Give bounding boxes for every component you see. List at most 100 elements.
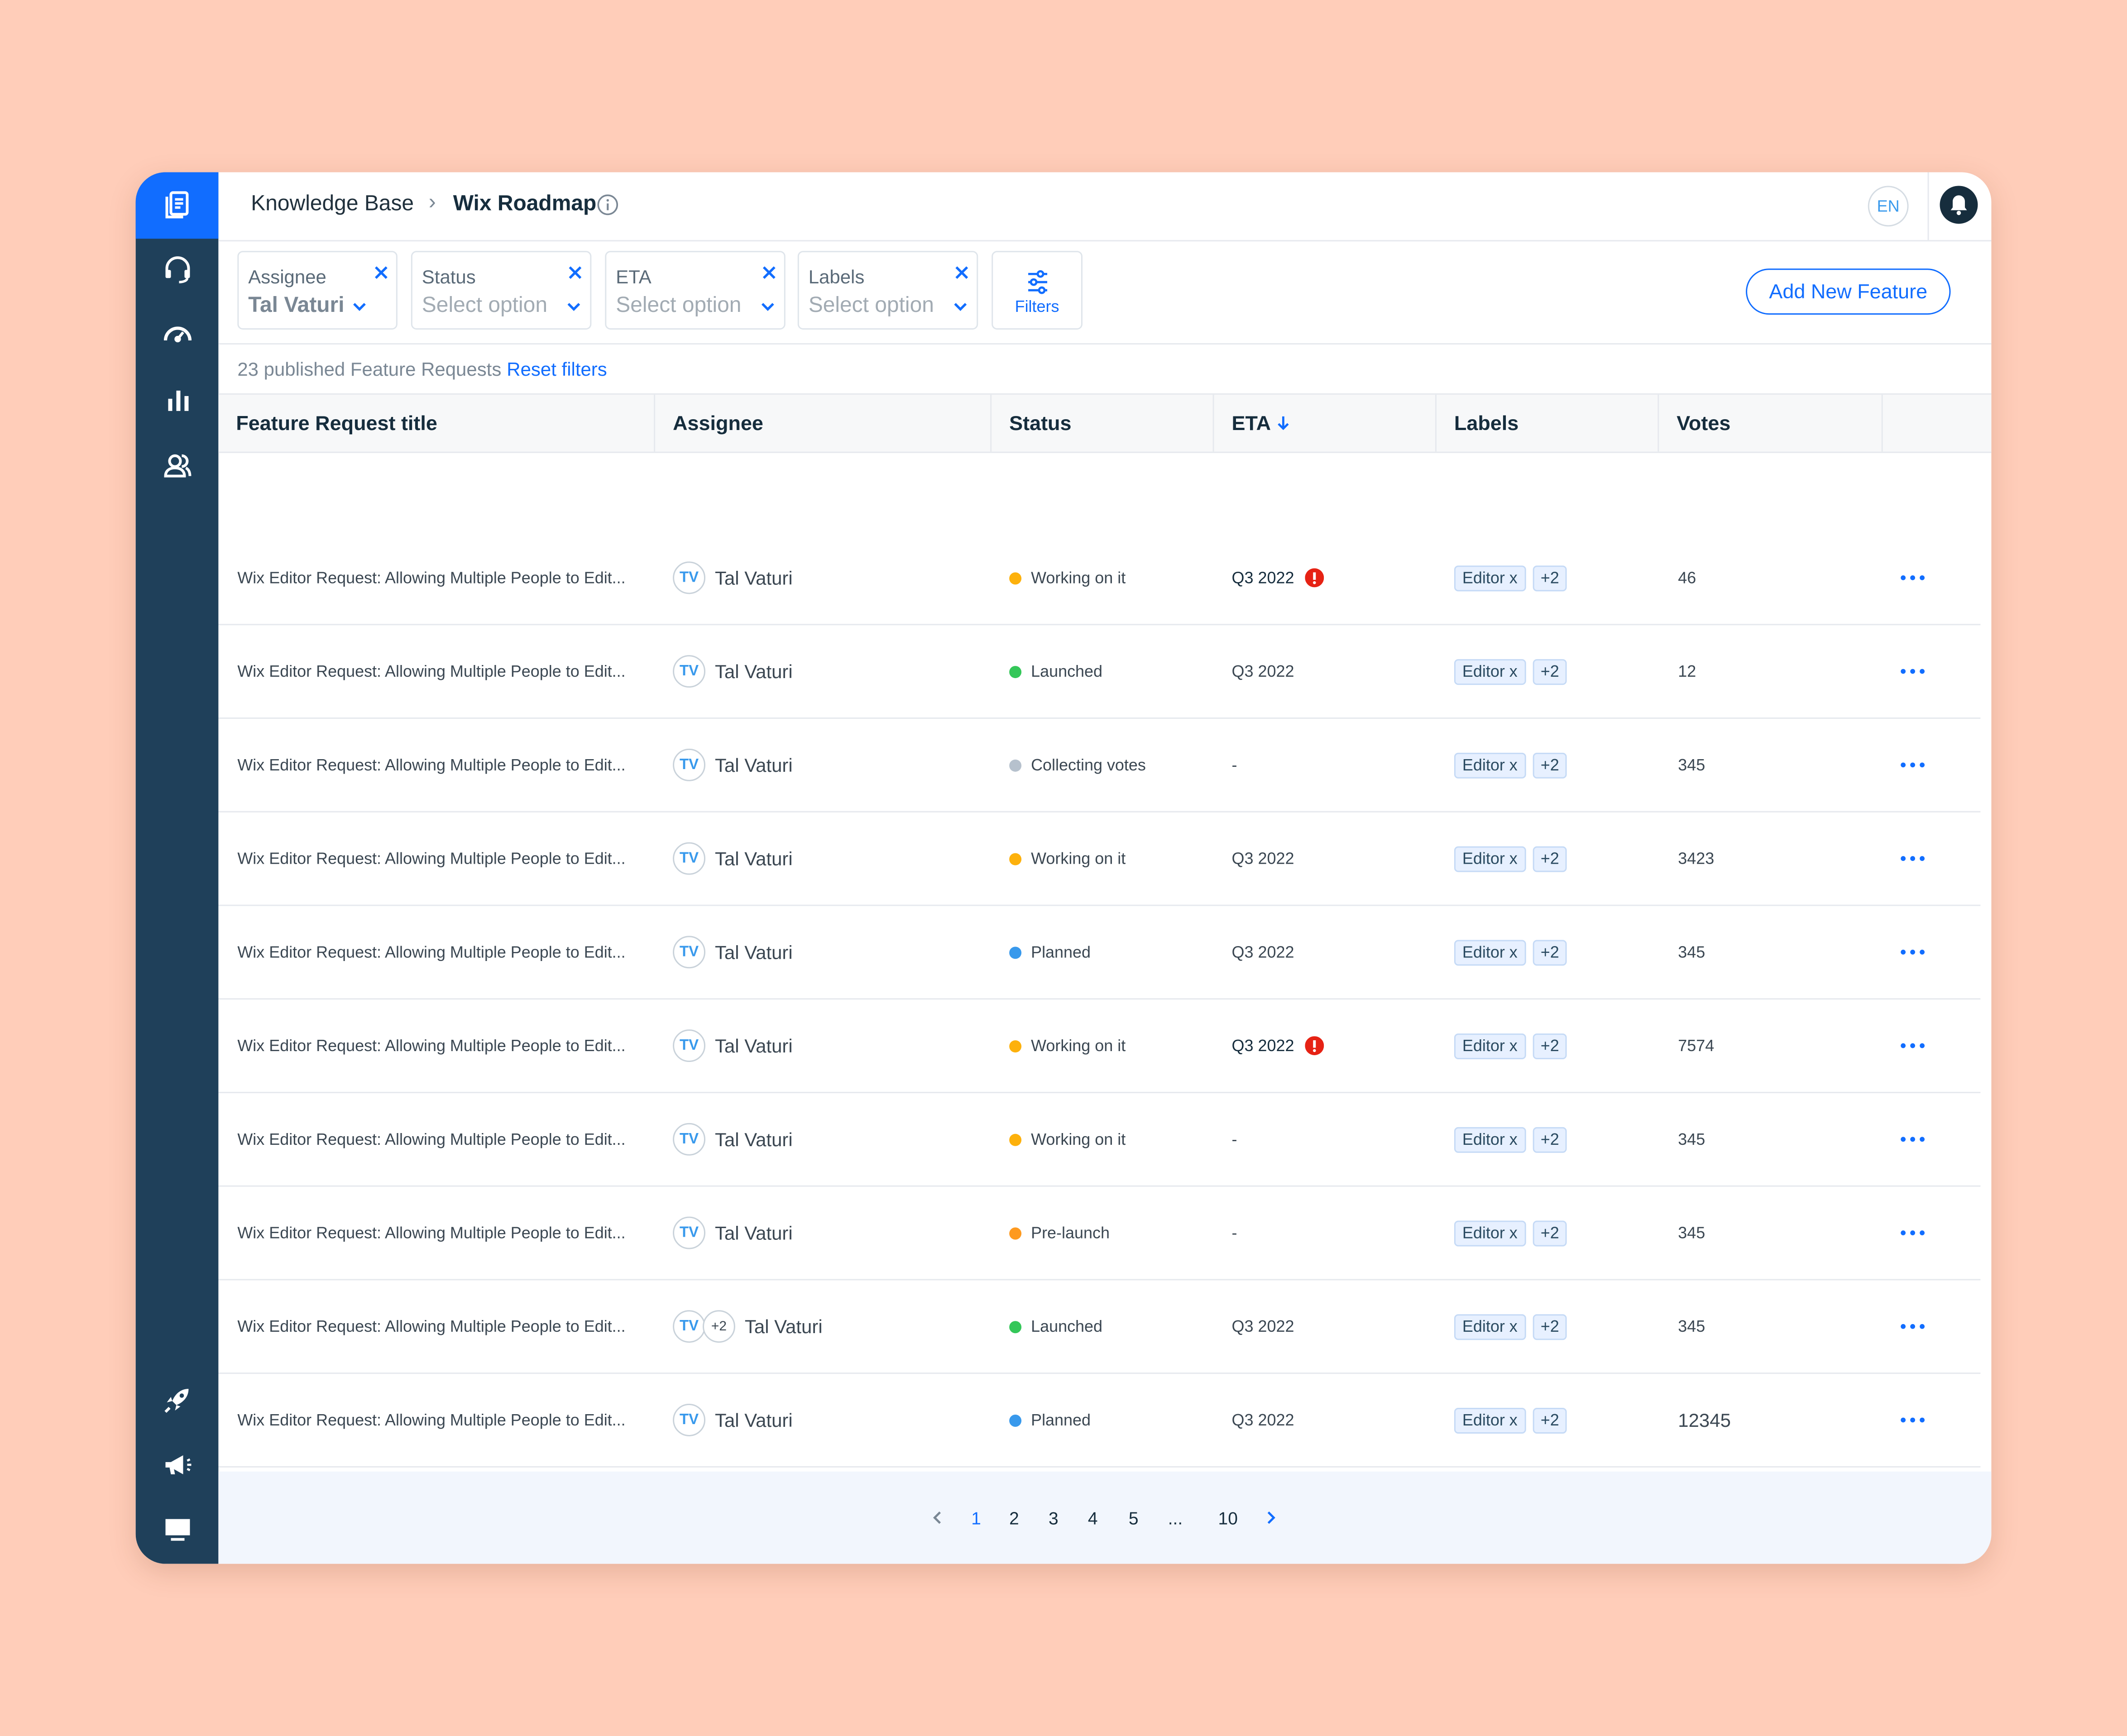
- table-row[interactable]: Wix Editor Request: Allowing Multiple Pe…: [218, 1280, 1981, 1374]
- notifications-button[interactable]: [1940, 186, 1978, 224]
- label-chip[interactable]: Editor x: [1454, 1407, 1526, 1433]
- more-dots-icon[interactable]: [1901, 856, 1925, 861]
- assignee-filter[interactable]: Assignee Tal Vaturi: [237, 251, 398, 330]
- eta-filter[interactable]: ETA Select option: [605, 251, 786, 330]
- chevron-right-icon[interactable]: [1265, 1511, 1276, 1525]
- alert-icon[interactable]: [1305, 1036, 1324, 1056]
- more-labels-chip[interactable]: +2: [1532, 1126, 1567, 1153]
- speedometer-icon[interactable]: [136, 306, 219, 361]
- table-row[interactable]: Wix Editor Request: Allowing Multiple Pe…: [218, 1374, 1981, 1468]
- alert-icon[interactable]: [1305, 568, 1324, 588]
- more-dots-icon[interactable]: [1901, 1137, 1925, 1142]
- feature-title[interactable]: Wix Editor Request: Allowing Multiple Pe…: [237, 755, 626, 775]
- page-1[interactable]: 1: [971, 1508, 981, 1529]
- col-labels[interactable]: Labels: [1437, 394, 1659, 452]
- more-dots-icon[interactable]: [1901, 575, 1925, 580]
- more-labels-chip[interactable]: +2: [1532, 1033, 1567, 1059]
- page-3[interactable]: 3: [1049, 1508, 1059, 1529]
- row-actions[interactable]: [1899, 1187, 1926, 1279]
- row-actions[interactable]: [1899, 906, 1926, 998]
- clear-icon[interactable]: [374, 266, 388, 279]
- feature-title[interactable]: Wix Editor Request: Allowing Multiple Pe…: [237, 849, 626, 868]
- sort-down-icon[interactable]: [1276, 415, 1290, 431]
- feature-title[interactable]: Wix Editor Request: Allowing Multiple Pe…: [237, 1223, 626, 1243]
- more-labels-chip[interactable]: +2: [1532, 1313, 1567, 1339]
- megaphone-icon[interactable]: [136, 1438, 219, 1492]
- col-votes[interactable]: Votes: [1659, 394, 1883, 452]
- table-row[interactable]: Wix Editor Request: Allowing Multiple Pe…: [218, 625, 1981, 719]
- row-actions[interactable]: [1899, 625, 1926, 717]
- status-filter[interactable]: Status Select option: [411, 251, 592, 330]
- label-chip[interactable]: Editor x: [1454, 752, 1526, 778]
- more-dots-icon[interactable]: [1901, 1230, 1925, 1236]
- label-chip[interactable]: Editor x: [1454, 564, 1526, 591]
- users-icon[interactable]: [136, 438, 219, 493]
- label-chip[interactable]: Editor x: [1454, 846, 1526, 872]
- label-chip[interactable]: Editor x: [1454, 1313, 1526, 1339]
- more-labels-chip[interactable]: +2: [1532, 752, 1567, 778]
- page-10[interactable]: 10: [1218, 1508, 1238, 1529]
- more-dots-icon[interactable]: [1901, 762, 1925, 768]
- col-assignee[interactable]: Assignee: [655, 394, 992, 452]
- feature-title[interactable]: Wix Editor Request: Allowing Multiple Pe…: [237, 1129, 626, 1149]
- page-5[interactable]: 5: [1128, 1508, 1139, 1529]
- row-actions[interactable]: [1899, 531, 1926, 624]
- table-row[interactable]: Wix Editor Request: Allowing Multiple Pe…: [218, 1093, 1981, 1187]
- more-dots-icon[interactable]: [1901, 1417, 1925, 1423]
- table-row[interactable]: Wix Editor Request: Allowing Multiple Pe…: [218, 906, 1981, 1000]
- label-chip[interactable]: Editor x: [1454, 939, 1526, 965]
- page-2[interactable]: 2: [1009, 1508, 1019, 1529]
- bar-chart-icon[interactable]: [136, 373, 219, 427]
- headset-icon[interactable]: [136, 241, 219, 296]
- add-new-feature-button[interactable]: Add New Feature: [1746, 268, 1951, 315]
- row-actions[interactable]: [1899, 719, 1926, 811]
- more-labels-chip[interactable]: +2: [1532, 564, 1567, 591]
- feature-title[interactable]: Wix Editor Request: Allowing Multiple Pe…: [237, 1411, 626, 1430]
- more-labels-chip[interactable]: +2: [1532, 1407, 1567, 1433]
- breadcrumb-parent[interactable]: Knowledge Base: [251, 192, 414, 216]
- more-labels-chip[interactable]: +2: [1532, 658, 1567, 684]
- label-chip[interactable]: Editor x: [1454, 1033, 1526, 1059]
- table-row[interactable]: Wix Editor Request: Allowing Multiple Pe…: [218, 1000, 1981, 1093]
- reset-filters-link[interactable]: Reset filters: [507, 358, 607, 380]
- row-actions[interactable]: [1899, 1374, 1926, 1466]
- table-row[interactable]: Wix Editor Request: Allowing Multiple Pe…: [218, 719, 1981, 813]
- more-dots-icon[interactable]: [1901, 1324, 1925, 1329]
- col-eta[interactable]: ETA: [1214, 394, 1437, 452]
- language-button[interactable]: EN: [1868, 186, 1909, 227]
- labels-filter[interactable]: Labels Select option: [797, 251, 978, 330]
- chevron-down-icon[interactable]: [953, 301, 967, 312]
- feature-title[interactable]: Wix Editor Request: Allowing Multiple Pe…: [237, 1036, 626, 1056]
- chevron-left-icon[interactable]: [932, 1511, 943, 1525]
- col-title[interactable]: Feature Request title: [218, 394, 656, 452]
- page-4[interactable]: 4: [1087, 1508, 1098, 1529]
- feature-title[interactable]: Wix Editor Request: Allowing Multiple Pe…: [237, 942, 626, 962]
- more-dots-icon[interactable]: [1901, 949, 1925, 955]
- more-labels-chip[interactable]: +2: [1532, 846, 1567, 872]
- label-chip[interactable]: Editor x: [1454, 1220, 1526, 1246]
- row-actions[interactable]: [1899, 1000, 1926, 1092]
- label-chip[interactable]: Editor x: [1454, 658, 1526, 684]
- more-labels-chip[interactable]: +2: [1532, 1220, 1567, 1246]
- chevron-down-icon[interactable]: [567, 301, 580, 312]
- filters-button[interactable]: Filters: [992, 251, 1083, 330]
- more-labels-chip[interactable]: +2: [1532, 939, 1567, 965]
- chevron-down-icon[interactable]: [353, 301, 366, 312]
- col-status[interactable]: Status: [992, 394, 1214, 452]
- table-row[interactable]: Wix Editor Request: Allowing Multiple Pe…: [218, 1187, 1981, 1281]
- table-row[interactable]: Wix Editor Request: Allowing Multiple Pe…: [218, 813, 1981, 906]
- feature-title[interactable]: Wix Editor Request: Allowing Multiple Pe…: [237, 662, 626, 681]
- rocket-icon[interactable]: [136, 1373, 219, 1427]
- feature-title[interactable]: Wix Editor Request: Allowing Multiple Pe…: [237, 1317, 626, 1336]
- row-actions[interactable]: [1899, 1093, 1926, 1186]
- label-chip[interactable]: Editor x: [1454, 1126, 1526, 1153]
- feature-title[interactable]: Wix Editor Request: Allowing Multiple Pe…: [237, 568, 626, 588]
- knowledge-base-icon[interactable]: [136, 177, 219, 232]
- clear-icon[interactable]: [955, 266, 968, 279]
- row-actions[interactable]: [1899, 1280, 1926, 1373]
- more-dots-icon[interactable]: [1901, 669, 1925, 674]
- monitor-icon[interactable]: [136, 1503, 219, 1557]
- chevron-down-icon[interactable]: [761, 301, 775, 312]
- clear-icon[interactable]: [568, 266, 582, 279]
- info-icon[interactable]: [597, 194, 618, 215]
